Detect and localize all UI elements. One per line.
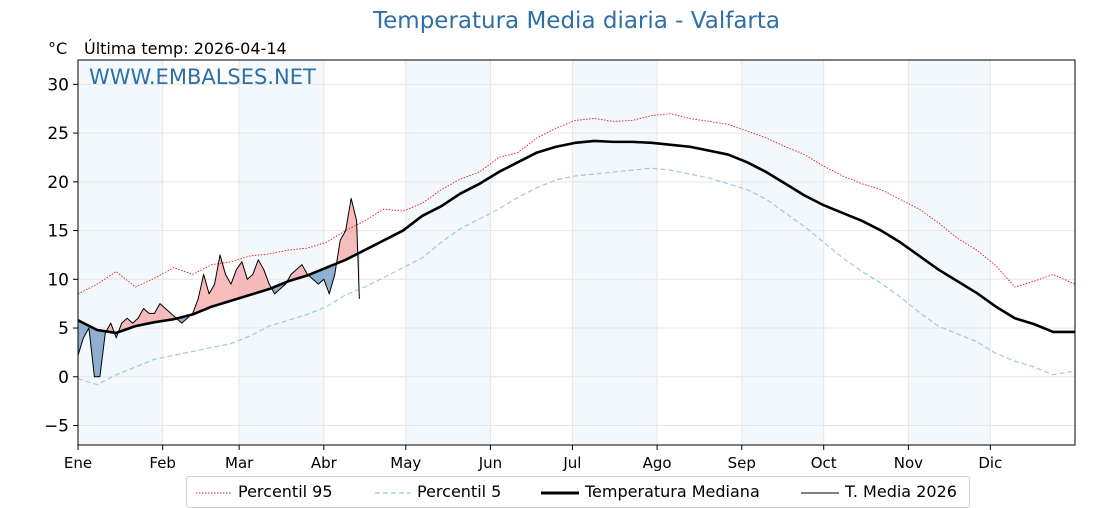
y-tick-label: 0 [58, 368, 69, 388]
month-band-ene [78, 60, 163, 445]
y-axis: −5 0 5 10 15 20 25 30 [44, 75, 78, 437]
legend-label-median: Temperatura Mediana [585, 482, 760, 501]
month-band-nov [908, 60, 991, 445]
warm-anomaly-fill [191, 254, 272, 315]
x-tick-label: Nov [894, 454, 923, 472]
x-tick-label: Jul [562, 454, 581, 472]
warm-anomaly-fill [106, 323, 115, 333]
y-tick-label: −5 [44, 417, 69, 437]
unit-label: °C [48, 39, 68, 58]
month-bands [78, 60, 991, 445]
legend-swatch-p5 [375, 492, 411, 494]
legend-label-p5: Percentil 5 [417, 482, 502, 501]
series-lines [77, 113, 1076, 386]
y-tick-label: 15 [47, 222, 69, 242]
anomaly-fills [78, 198, 360, 377]
cold-anomaly-fill [308, 263, 337, 294]
warm-anomaly-fill [286, 264, 309, 282]
chart-title: Temperatura Media diaria - Valfarta [373, 8, 780, 34]
legend-swatch-p95 [196, 492, 232, 494]
y-tick-label: 10 [47, 270, 69, 290]
legend: Percentil 95 Percentil 5 Temperatura Med… [186, 476, 970, 508]
x-tick-label: May [390, 454, 421, 472]
current-year-line [77, 197, 360, 378]
grid-lines [78, 60, 1075, 445]
x-tick-label: Oct [811, 454, 837, 472]
p95-line [77, 113, 1076, 295]
x-tick-label: Jun [478, 454, 502, 472]
y-tick-label: 25 [47, 124, 69, 144]
x-tick-label: Sep [728, 454, 756, 472]
warm-anomaly-fill [118, 303, 178, 332]
plot-frame [77, 59, 1076, 446]
x-tick-label: Ago [643, 454, 672, 472]
legend-label-p95: Percentil 95 [238, 482, 333, 501]
x-tick-label: Feb [149, 454, 176, 472]
temperature-chart: −5 0 5 10 15 20 25 30 Ene Feb Mar Abr May Jun Jul Ago S… [44, 59, 1076, 472]
y-tick-label: 5 [58, 319, 69, 339]
x-tick-label: Abr [311, 454, 338, 472]
month-band-may [405, 60, 491, 445]
last-temp-label: Última temp: 2026-04-14 [84, 39, 287, 58]
x-tick-label: Ene [64, 454, 92, 472]
watermark: WWW.EMBALSES.NET [89, 65, 316, 89]
x-tick-label: Dic [978, 454, 1002, 472]
x-axis: Ene Feb Mar Abr May Jun Jul Ago Sep Oct Nov Dic [64, 445, 1002, 472]
month-band-mar [239, 60, 324, 445]
cold-anomaly-fill [271, 281, 287, 294]
y-tick-label: 30 [47, 75, 69, 95]
warm-anomaly-fill [336, 198, 358, 264]
median-line [77, 139, 1075, 335]
legend-swatch-current [801, 492, 839, 494]
legend-swatch-median [541, 491, 579, 495]
y-tick-label: 20 [47, 173, 69, 193]
legend-label-current: T. Media 2026 [845, 482, 957, 501]
month-band-jul [572, 60, 658, 445]
p5-line [77, 167, 1076, 386]
month-band-sep [741, 60, 824, 445]
x-tick-label: Mar [225, 454, 254, 472]
